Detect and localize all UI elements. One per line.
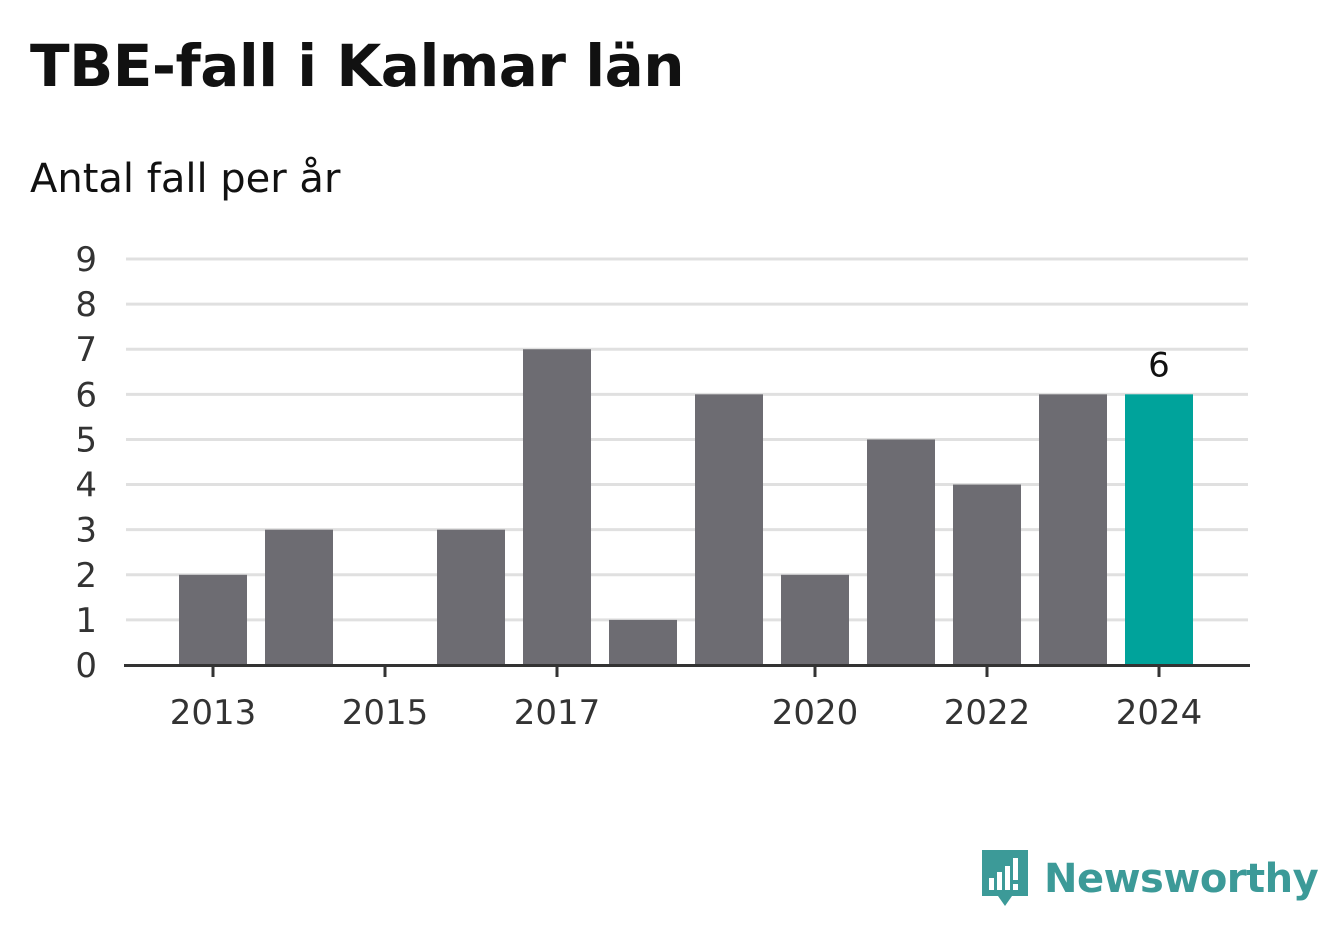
brand: Newsworthy — [980, 846, 1319, 912]
x-tick-label: 2022 — [944, 693, 1031, 733]
bar — [523, 349, 591, 665]
y-tick-label: 7 — [75, 330, 97, 370]
bar — [953, 484, 1021, 665]
x-tick-label: 2015 — [342, 693, 429, 733]
bar — [609, 619, 677, 665]
x-tick-label: 2017 — [514, 693, 601, 733]
y-tick-label: 9 — [75, 240, 97, 280]
bar — [867, 439, 935, 665]
x-tick-label: 2013 — [170, 693, 257, 733]
x-tick-label: 2024 — [1116, 693, 1203, 733]
brand-name: Newsworthy — [1044, 856, 1319, 902]
bar — [781, 574, 849, 665]
y-tick-label: 2 — [75, 556, 97, 596]
data-label: 6 — [1148, 345, 1170, 385]
bar — [1125, 394, 1193, 665]
bar — [265, 529, 333, 665]
y-tick-label: 5 — [75, 420, 97, 460]
y-tick-label: 3 — [75, 511, 97, 551]
bar — [695, 394, 763, 665]
y-tick-label: 6 — [75, 375, 97, 415]
chart-title: TBE-fall i Kalmar län — [30, 32, 685, 100]
bar — [437, 529, 505, 665]
chart-subtitle: Antal fall per år — [30, 156, 341, 202]
y-tick-label: 0 — [75, 646, 97, 686]
y-tick-label: 4 — [75, 466, 97, 506]
bar — [179, 574, 247, 665]
y-tick-label: 1 — [75, 601, 97, 641]
y-tick-label: 8 — [75, 285, 97, 325]
bar — [1039, 394, 1107, 665]
newsworthy-logo-icon — [982, 850, 1028, 906]
x-tick-label: 2020 — [772, 693, 859, 733]
